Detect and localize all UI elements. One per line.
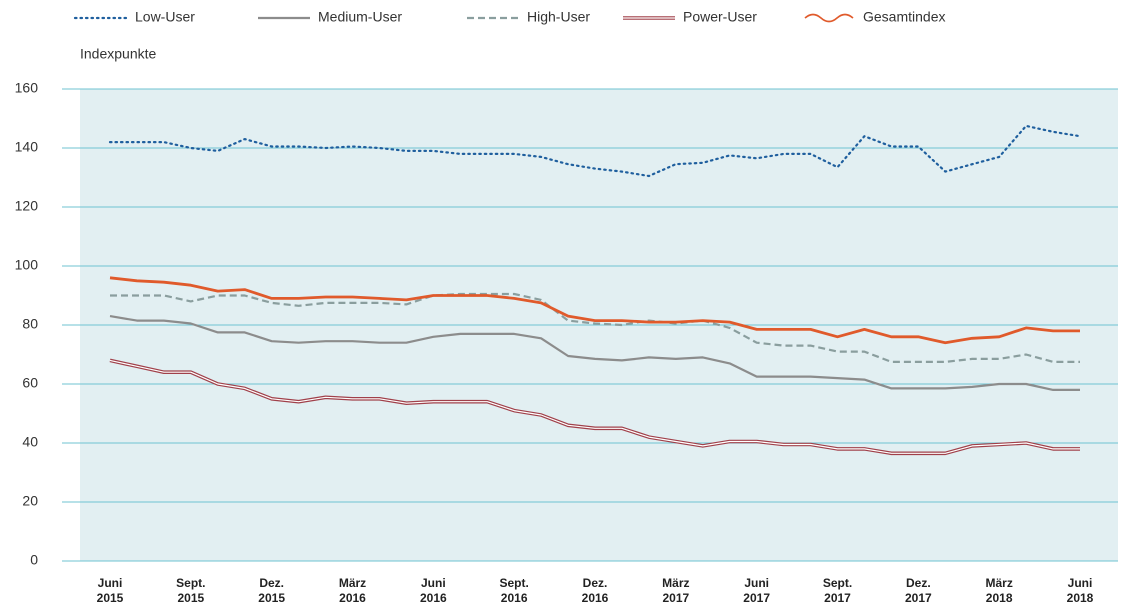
x-tick-label: Sept. 2015 bbox=[176, 576, 206, 605]
y-tick-label: 100 bbox=[15, 257, 39, 273]
x-tick-label: März 2016 bbox=[338, 576, 367, 605]
x-tick-label: Dez. 2017 bbox=[904, 576, 932, 605]
legend-swatch bbox=[804, 13, 854, 23]
x-tick-label: Dez. 2015 bbox=[258, 576, 285, 605]
y-tick-label: 160 bbox=[15, 80, 39, 96]
y-tick-label: 20 bbox=[22, 493, 38, 509]
legend-label: Low-User bbox=[135, 9, 195, 25]
y-tick-label: 0 bbox=[30, 552, 38, 568]
y-tick-label: 60 bbox=[22, 375, 38, 391]
series-line bbox=[109, 315, 1080, 391]
x-tick-label: Juni 2017 bbox=[743, 576, 770, 605]
y-tick-label: 80 bbox=[22, 316, 38, 332]
x-tick-label: Juni 2015 bbox=[96, 576, 124, 605]
y-axis-label: Indexpunkte bbox=[80, 46, 156, 62]
series-line bbox=[110, 292, 1080, 363]
legend-label: High-User bbox=[527, 9, 590, 25]
x-tick-label: Juni 2016 bbox=[419, 576, 447, 605]
y-tick-label: 140 bbox=[15, 139, 39, 155]
x-tick-label: Sept. 2016 bbox=[499, 576, 529, 605]
x-tick-label: Dez. 2016 bbox=[581, 576, 609, 605]
series-line bbox=[108, 124, 1082, 178]
x-tick-label: März 2017 bbox=[662, 576, 690, 605]
legend-label: Gesamtindex bbox=[863, 9, 945, 25]
x-tick-label: Sept. 2017 bbox=[822, 576, 853, 605]
series-line-inner bbox=[109, 359, 1080, 454]
y-tick-label: 40 bbox=[22, 434, 38, 450]
x-tick-label: Juni 2018 bbox=[1066, 576, 1094, 605]
series-line bbox=[109, 276, 1080, 345]
y-tick-label: 120 bbox=[15, 198, 39, 214]
x-tick-label: März 2018 bbox=[985, 576, 1013, 605]
legend-label: Medium-User bbox=[318, 9, 402, 25]
legend-label: Power-User bbox=[683, 9, 757, 25]
